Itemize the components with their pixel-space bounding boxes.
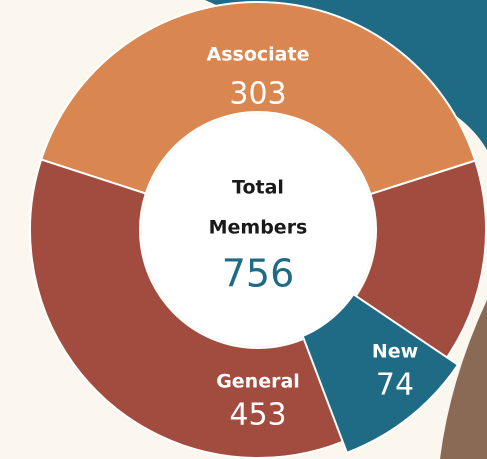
center-label: Members [209, 217, 308, 239]
segment-label: Associate [207, 44, 310, 66]
segment-value: 453 [229, 398, 286, 433]
total-value: 756 [222, 252, 295, 296]
background-shape [205, 0, 487, 150]
donut-segment [39, 1, 477, 196]
highlight-value: 74 [376, 368, 414, 403]
center-circle [142, 114, 374, 346]
center-label: Total [232, 177, 284, 199]
segment-value: 303 [229, 77, 286, 112]
highlight-label: New [372, 341, 418, 363]
background-photo [440, 300, 487, 459]
segment-label: General [216, 371, 300, 393]
